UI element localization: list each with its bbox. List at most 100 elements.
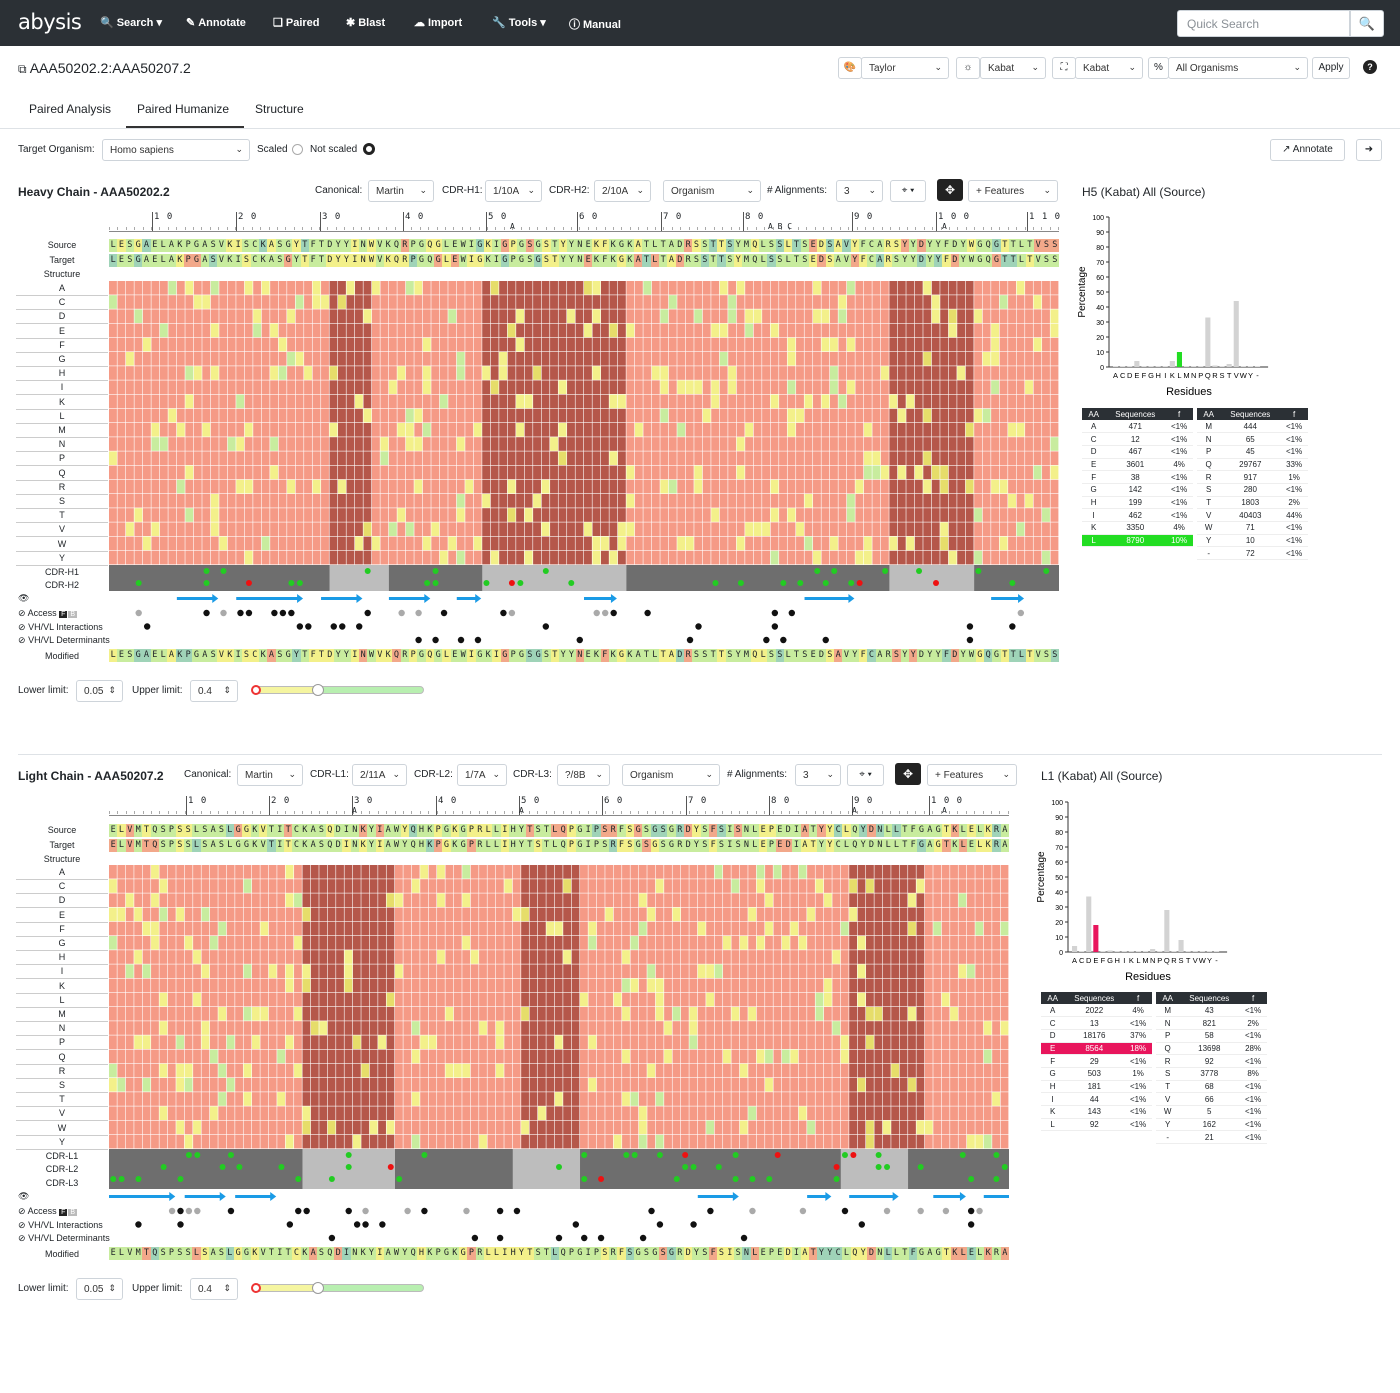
heatmap-cell xyxy=(380,408,389,423)
heavy-move-icon[interactable]: ✥ xyxy=(937,179,963,201)
heatmap-cell xyxy=(668,394,677,409)
heavy-organism-select[interactable]: Organism ⌄ xyxy=(663,180,761,202)
cdr-dot xyxy=(245,580,252,586)
x-tick-label: E xyxy=(1134,371,1139,380)
nav-annotate[interactable]: ✎ Annotate xyxy=(186,17,246,29)
heatmap-cell xyxy=(1016,309,1025,323)
heavy-cdr2-select[interactable]: 2/10A ⌄ xyxy=(594,180,651,202)
export-icon[interactable]: ➜ xyxy=(1356,139,1382,161)
nav-blast[interactable]: ✱ Blast xyxy=(346,17,386,29)
heatmap-cell xyxy=(369,964,378,978)
heatmap-cell xyxy=(185,494,194,508)
residue-cell: G xyxy=(992,254,1001,267)
light-alignments-select[interactable]: 3 ⌄ xyxy=(795,764,841,786)
heatmap-cell xyxy=(151,394,160,409)
quick-search-input[interactable]: Quick Search xyxy=(1177,10,1350,37)
heavy-alignments-select[interactable]: 3 ⌄ xyxy=(836,180,883,202)
heatmap-cell xyxy=(235,921,243,936)
residue-cell: Q xyxy=(425,254,434,267)
light-cdr1-select[interactable]: 2/11A ⌄ xyxy=(352,764,407,786)
nav-tools[interactable]: 🔧 Tools ▾ xyxy=(492,17,546,29)
residue-cell: Y xyxy=(934,254,943,267)
heavy-canonical-select[interactable]: Martin ⌄ xyxy=(368,180,434,202)
ruler-tick xyxy=(377,811,379,814)
palette-icon: 🎨 xyxy=(838,57,862,79)
heatmap-cell xyxy=(723,1078,731,1092)
annotate-button[interactable]: ↗ Annotate xyxy=(1270,139,1345,161)
color-scheme-select[interactable]: Taylor ⌄ xyxy=(861,57,949,79)
heavy-slider-lower-handle[interactable] xyxy=(251,685,261,695)
heatmap-cell xyxy=(914,465,923,480)
light-cdr2-select[interactable]: 1/7A ⌄ xyxy=(457,764,507,786)
light-move-icon[interactable]: ✥ xyxy=(895,763,921,785)
nav-search[interactable]: 🔍 Search ▾ xyxy=(100,17,162,29)
tab-paired-analysis[interactable]: Paired Analysis xyxy=(29,102,112,116)
heatmap-cell xyxy=(448,550,457,565)
heatmap-cell xyxy=(134,893,143,907)
heatmap-cell xyxy=(613,1063,622,1078)
heatmap-cell xyxy=(872,437,881,451)
access-dot xyxy=(203,609,210,617)
target-organism-select[interactable]: Homo sapiens ⌄ xyxy=(102,139,250,161)
heavy-slider-low-range[interactable] xyxy=(252,686,318,694)
residue-cell: T xyxy=(542,824,551,837)
heatmap-cell xyxy=(388,451,397,465)
numbering-scheme-select[interactable]: Kabat ⌄ xyxy=(980,57,1046,79)
heatmap-cell xyxy=(537,907,546,922)
heatmap-cell xyxy=(235,1007,243,1021)
table-header-row: AA Sequences f xyxy=(1197,408,1308,420)
heatmap-cell xyxy=(660,550,669,565)
nav-import[interactable]: ☁ Import xyxy=(414,17,463,29)
nav-manual[interactable]: ⓘ Manual xyxy=(569,19,621,31)
heatmap-cell xyxy=(711,380,720,394)
heatmap-cell xyxy=(338,465,346,480)
heatmap-cell xyxy=(479,907,487,922)
light-features-select[interactable]: + Features ⌄ xyxy=(927,764,1017,786)
heavy-features-select[interactable]: + Features ⌄ xyxy=(968,180,1058,202)
bar xyxy=(1155,366,1161,367)
heavy-slider-upper-handle[interactable] xyxy=(312,684,324,696)
heatmap-cell xyxy=(880,295,889,309)
heatmap-cell xyxy=(617,281,626,295)
heavy-view-toggle[interactable]: ⌖ ▾ xyxy=(890,180,926,202)
heavy-legend-determinants[interactable]: ⊘ VH/VL Determinants xyxy=(18,635,110,645)
heavy-legend-interactions[interactable]: ⊘ VH/VL Interactions xyxy=(18,622,103,632)
heatmap-cell xyxy=(982,394,991,409)
heatmap-cell xyxy=(770,337,779,352)
residue-cell: S xyxy=(725,239,734,252)
help-icon[interactable]: ? xyxy=(1363,60,1377,74)
scaled-radio[interactable] xyxy=(292,144,303,155)
heatmap-cell xyxy=(770,281,779,295)
quick-search-button[interactable]: 🔍 xyxy=(1350,10,1384,37)
heatmap-cell xyxy=(236,309,245,323)
not-scaled-radio[interactable] xyxy=(363,143,375,155)
app-logo[interactable]: abysis xyxy=(18,10,82,34)
cdr-scheme-select[interactable]: Kabat ⌄ xyxy=(1075,57,1143,79)
nav-paired[interactable]: ❏ Paired xyxy=(273,17,320,29)
residue-cell: N xyxy=(575,649,584,662)
heatmap-cell xyxy=(388,536,397,551)
organism-filter-select[interactable]: All Organisms ⌄ xyxy=(1168,57,1308,79)
heavy-lower-limit-input[interactable]: 0.05 ⇕ xyxy=(76,680,123,702)
apply-button[interactable]: Apply xyxy=(1312,57,1350,79)
eye-icon[interactable]: 👁 xyxy=(18,593,30,603)
heavy-slider-high-range[interactable] xyxy=(318,686,424,694)
tab-structure[interactable]: Structure xyxy=(255,102,304,116)
light-cdr3-select[interactable]: ?/8B ⌄ xyxy=(557,764,610,786)
tab-paired-humanize[interactable]: Paired Humanize xyxy=(137,102,230,116)
heavy-heatmap[interactable] xyxy=(109,281,1059,565)
light-heatmap[interactable] xyxy=(109,865,1009,1149)
heavy-chain-title: Heavy Chain - AAA50202.2 xyxy=(18,185,170,199)
heatmap-cell xyxy=(344,950,353,964)
heatmap-cell xyxy=(567,536,575,551)
heavy-cdr1-select[interactable]: 1/10A ⌄ xyxy=(485,180,542,202)
heatmap-cell xyxy=(142,508,151,522)
heavy-upper-limit-input[interactable]: 0.4 ⇕ xyxy=(190,680,238,702)
heatmap-cell xyxy=(473,323,482,338)
light-organism-select[interactable]: Organism ⌄ xyxy=(622,764,720,786)
light-canonical-select[interactable]: Martin ⌄ xyxy=(237,764,303,786)
residue-cell: Q xyxy=(425,649,434,662)
heatmap-cell xyxy=(490,479,499,494)
light-view-toggle[interactable]: ⌖ ▾ xyxy=(847,764,884,786)
